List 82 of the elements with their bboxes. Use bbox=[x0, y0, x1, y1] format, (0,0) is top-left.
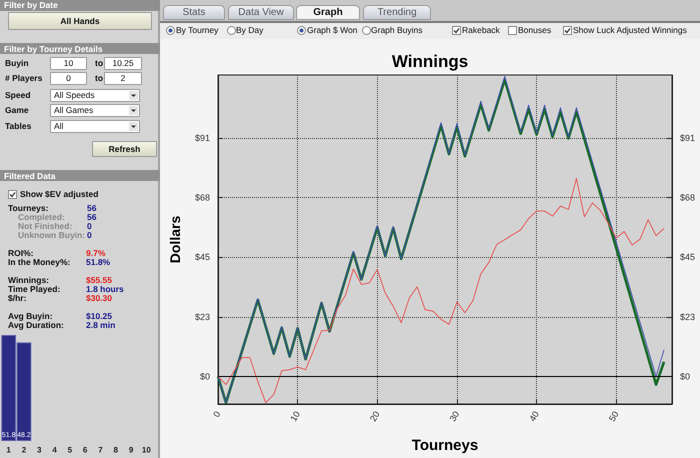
x-tick-label: 9 bbox=[128, 446, 134, 454]
text: Avg Duration: bbox=[8, 320, 64, 331]
text: to bbox=[95, 57, 104, 69]
x-tick-label: 20 bbox=[368, 410, 382, 424]
x-tick-label: 40 bbox=[527, 410, 541, 424]
text: Speed bbox=[5, 89, 31, 101]
tab: Graph bbox=[296, 5, 360, 20]
tab: Trending bbox=[363, 5, 431, 20]
text: Tourneys: bbox=[8, 202, 48, 214]
text: Avg Buyin: bbox=[8, 310, 53, 322]
chart-title: Winnings bbox=[392, 52, 468, 71]
x-tick-label: 1 bbox=[6, 446, 12, 454]
text: Tables bbox=[5, 120, 32, 132]
text: 56 bbox=[87, 212, 96, 223]
x-tick-label: 8 bbox=[114, 446, 119, 454]
text: Show $EV adjusted bbox=[20, 188, 98, 200]
text: Unknown Buyin: bbox=[18, 230, 86, 241]
x-tick-label: 4 bbox=[52, 446, 58, 454]
x-tick-label: 7 bbox=[98, 446, 104, 454]
text: # Players bbox=[5, 72, 42, 84]
text: Bonuses bbox=[518, 24, 552, 36]
text: By Day bbox=[236, 24, 264, 36]
text: 2.8 min bbox=[86, 320, 116, 331]
text: Filtered Data bbox=[4, 170, 56, 182]
dropdown: All Games bbox=[50, 104, 140, 117]
text: 51.8% bbox=[86, 256, 110, 268]
text: 0 bbox=[87, 220, 92, 232]
x-tick-label: 0 bbox=[211, 410, 222, 419]
text: $30.30 bbox=[86, 292, 112, 304]
text: Graph Buyins bbox=[371, 24, 422, 36]
text: Buyin bbox=[5, 57, 29, 69]
text: Completed: bbox=[18, 212, 65, 222]
button: Refresh bbox=[92, 141, 157, 157]
text-field: 10 bbox=[50, 57, 87, 70]
text: ROI%: bbox=[8, 247, 34, 258]
y-tick-label: $91 bbox=[194, 132, 210, 143]
text: Rakeback bbox=[462, 24, 500, 36]
text-field: 0 bbox=[50, 72, 87, 85]
text: $/hr: bbox=[8, 292, 26, 304]
text-field: 10.25 bbox=[104, 57, 142, 70]
x-tick-label: 30 bbox=[448, 410, 462, 424]
text: 9.7% bbox=[86, 247, 106, 259]
text: Show Luck Adjusted Winnings bbox=[573, 24, 687, 36]
text: Filter by Tourney Details bbox=[4, 43, 103, 55]
y-tick-label: $68 bbox=[194, 192, 210, 203]
x-tick-label: 10 bbox=[142, 446, 152, 454]
text: Time Played: bbox=[8, 284, 60, 294]
y-tick-label: $0 bbox=[200, 371, 210, 382]
tab: Data View bbox=[228, 5, 294, 20]
y-tick-label: $45 bbox=[194, 252, 210, 262]
dropdown: All bbox=[50, 120, 140, 133]
y-tick-label: $23 bbox=[194, 312, 210, 322]
text: Winnings: bbox=[8, 274, 49, 286]
text: 0 bbox=[87, 230, 92, 241]
y2-tick-label: $23 bbox=[680, 312, 696, 322]
y-axis-title: Dollars bbox=[167, 216, 183, 264]
x-tick-label: 10 bbox=[288, 410, 302, 424]
y2-tick-label: $68 bbox=[680, 192, 696, 203]
text: Filter by Date bbox=[4, 0, 58, 11]
y2-tick-label: $91 bbox=[680, 132, 696, 143]
text: $10.25 bbox=[86, 310, 112, 322]
x-tick-label: 6 bbox=[82, 446, 88, 454]
text: to bbox=[95, 72, 104, 84]
y2-tick-label: $0 bbox=[680, 371, 690, 382]
text: By Tourney bbox=[176, 24, 218, 36]
text: Game bbox=[5, 104, 29, 116]
tab: Stats bbox=[163, 5, 225, 20]
x-tick-label: 5 bbox=[68, 446, 73, 454]
text: In the Money%: bbox=[8, 256, 70, 268]
text: Not Finished: bbox=[18, 221, 72, 232]
text: $55.55 bbox=[86, 274, 112, 286]
text: Graph $ Won bbox=[307, 24, 358, 36]
dropdown: All Speeds bbox=[50, 89, 140, 102]
text-field: 2 bbox=[104, 72, 142, 85]
x-axis-title: Tourneys bbox=[412, 437, 478, 454]
text: 56 bbox=[87, 202, 96, 214]
x-tick-label: 50 bbox=[606, 410, 621, 424]
y2-tick-label: $45 bbox=[680, 252, 696, 262]
button: All Hands bbox=[8, 12, 152, 30]
x-tick-label: 2 bbox=[22, 446, 27, 454]
text: 1.8 hours bbox=[86, 284, 124, 294]
x-tick-label: 3 bbox=[37, 446, 42, 454]
